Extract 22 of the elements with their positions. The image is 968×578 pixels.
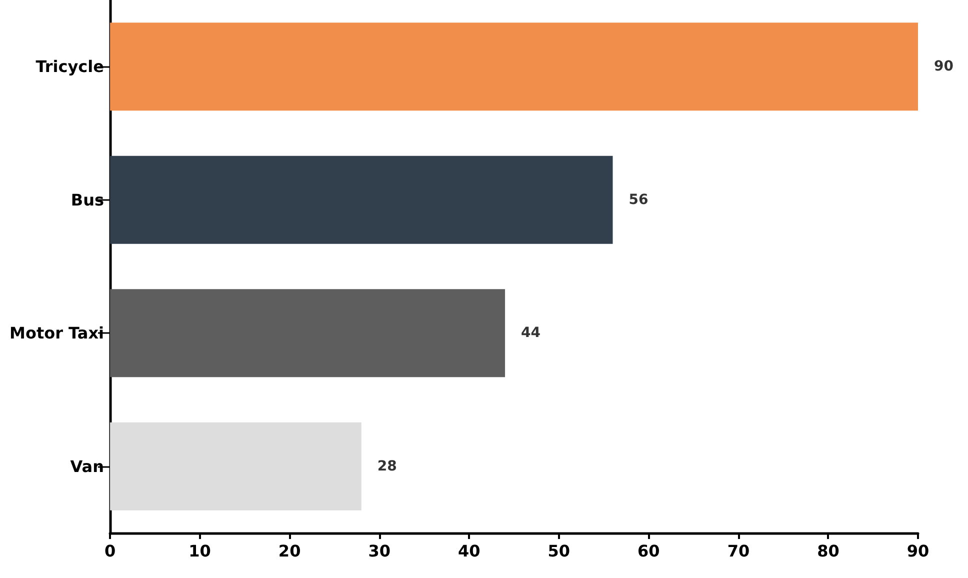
y-tick-label: Van xyxy=(70,456,104,476)
y-tick-label: Motor Taxi xyxy=(10,324,104,343)
x-tick-label: 0 xyxy=(104,542,116,560)
x-tick-label: 10 xyxy=(188,542,211,560)
x-tick-label: 50 xyxy=(548,542,570,560)
bar xyxy=(110,22,918,111)
x-tick-label: 20 xyxy=(278,542,301,560)
bar xyxy=(110,156,613,244)
x-tick-label: 30 xyxy=(368,542,390,560)
x-tick-label: 90 xyxy=(906,542,930,560)
data-label: 90 xyxy=(934,58,954,75)
x-tick-label: 80 xyxy=(817,542,840,560)
x-tick-label: 40 xyxy=(458,542,480,560)
data-label: 28 xyxy=(377,458,397,474)
y-tick-label: Bus xyxy=(70,190,104,210)
data-label: 56 xyxy=(628,192,648,208)
x-tick-label: 70 xyxy=(727,542,750,560)
x-tick-label: 60 xyxy=(638,542,660,560)
bar xyxy=(110,289,506,378)
y-tick-label: Tricycle xyxy=(36,57,104,76)
data-label: 44 xyxy=(521,325,541,342)
bar xyxy=(110,422,362,510)
